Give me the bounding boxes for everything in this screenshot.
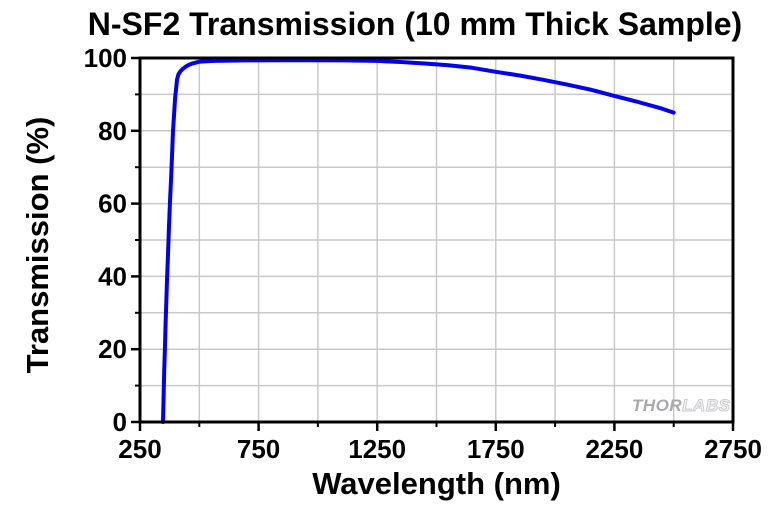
y-tick-label: 80 <box>98 116 127 146</box>
x-axis-title: Wavelength (nm) <box>312 466 561 501</box>
thorlabs-watermark: THORLABS <box>632 396 730 416</box>
x-tick-label: 2750 <box>704 434 762 464</box>
x-tick-label: 1750 <box>467 434 525 464</box>
y-tick-label: 60 <box>98 189 127 219</box>
x-tick-label: 750 <box>237 434 280 464</box>
x-tick-label: 2250 <box>585 434 643 464</box>
x-tick-label: 1250 <box>348 434 406 464</box>
thorlabs-watermark-labs: LABS <box>682 396 731 416</box>
y-tick-label: 100 <box>84 43 127 73</box>
x-tick-label: 250 <box>118 434 161 464</box>
chart-title: N-SF2 Transmission (10 mm Thick Sample) <box>87 6 743 42</box>
y-tick-label: 40 <box>98 261 127 291</box>
transmission-curve <box>161 58 676 424</box>
thorlabs-watermark-thor: THOR <box>632 396 683 415</box>
y-tick-label: 20 <box>98 334 127 364</box>
y-tick-label: 0 <box>113 407 127 437</box>
